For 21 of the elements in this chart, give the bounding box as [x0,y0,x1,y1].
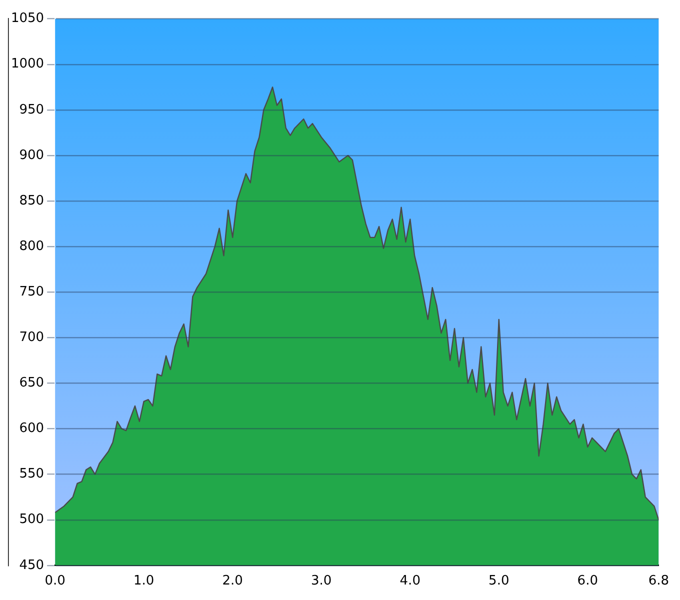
x-tick-label: 4.0 [400,574,420,589]
y-tick-label: 650 [19,376,44,391]
y-tick-label: 750 [19,284,44,300]
y-tick-label: 1050 [10,11,44,26]
y-tick-label: 800 [19,238,44,254]
y-tick-label: 700 [19,330,44,346]
x-tick-label: 6.8 [648,574,670,589]
x-tick-label: 2.0 [222,574,243,589]
x-tick-label: 6.0 [577,574,598,589]
y-tick-label: 1000 [10,56,44,72]
y-tick-label: 850 [19,193,44,208]
y-tick-label: 450 [19,558,44,573]
x-tick-label: 1.0 [134,574,154,589]
y-tick-label: 500 [19,512,44,528]
x-tick-label: 5.0 [488,574,510,589]
x-tick-label: 3.0 [311,574,332,589]
y-tick-label: 600 [19,421,44,436]
y-tick-label: 550 [19,466,44,482]
y-tick-label: 900 [19,148,44,163]
y-tick-label: 950 [19,102,44,118]
x-tick-label: 0.0 [44,574,66,589]
